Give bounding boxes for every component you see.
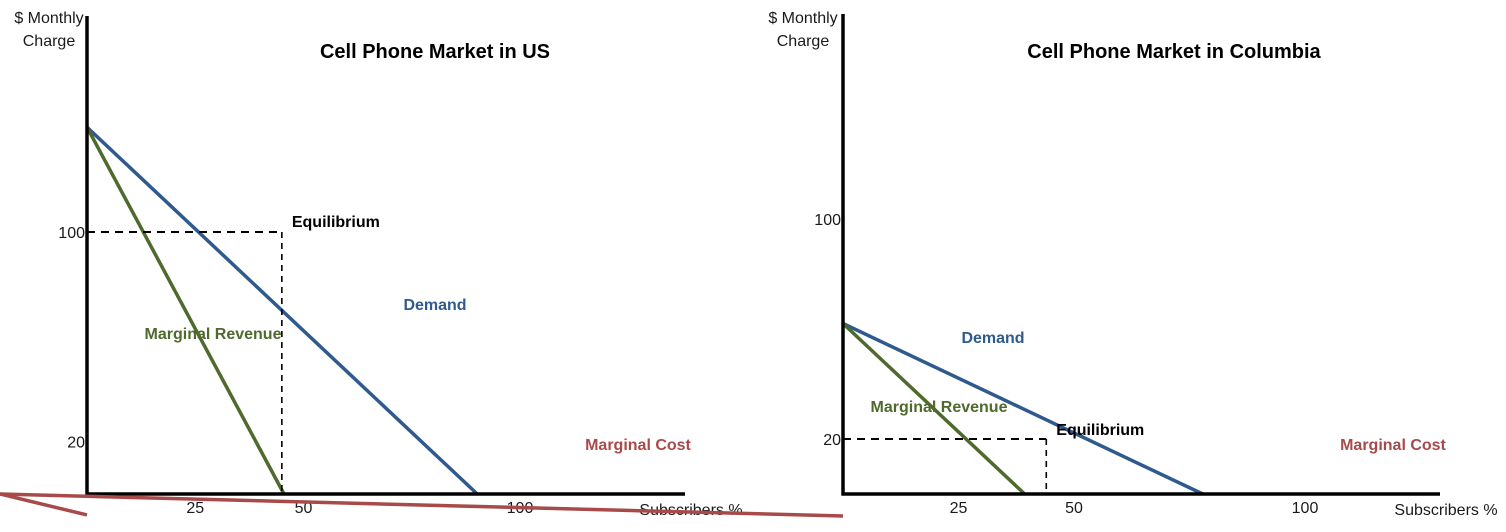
chart-2-title: Cell Phone Market in Columbia (1027, 41, 1321, 63)
chart-2-x-tick-100: 100 (1292, 500, 1319, 517)
chart-2-marginal-cost-line (0, 492, 844, 518)
chart-1-x-tick-25: 25 (186, 500, 204, 517)
chart-2-demand-label: Demand (961, 330, 1024, 347)
chart-2-y-tick-100: 100 (814, 212, 841, 229)
chart-2-equilibrium-label: Equilibrium (1056, 422, 1144, 439)
chart-2-demand-line (842, 321, 1204, 496)
chart-1-demand-label: Demand (403, 297, 466, 314)
chart-1-y-tick-100: 100 (58, 225, 85, 242)
chart-1-x-tick-50: 50 (295, 500, 313, 517)
chart-2-x-tick-50: 50 (1065, 500, 1083, 517)
chart-1-marginal-cost-line (0, 492, 88, 517)
chart-1-title: Cell Phone Market in US (320, 41, 550, 63)
chart-2-y-axis-label-line-2: Charge (777, 33, 830, 50)
chart-2-marginal-cost-label: Marginal Cost (1340, 437, 1446, 454)
chart-2-y-tick-20: 20 (823, 432, 841, 449)
chart-2-marginal-revenue-line (841, 322, 1026, 496)
chart-2-y-axis-label-line-1: $ Monthly (768, 10, 837, 27)
chart-1-y-tick-20: 20 (67, 435, 85, 452)
chart-1-y-axis-label-line-1: $ Monthly (14, 10, 83, 27)
chart-2-marginal-revenue-label: Marginal Revenue (871, 399, 1008, 416)
chart-2-x-axis-label: Subscribers % (1394, 502, 1497, 519)
chart-2-x-tick-25: 25 (950, 500, 968, 517)
chart-1-marginal-revenue-line (85, 126, 286, 495)
chart-1-marginal-revenue-label: Marginal Revenue (145, 326, 282, 343)
chart-1-marginal-cost-label: Marginal Cost (585, 437, 691, 454)
chart-1-y-axis-label-line-2: Charge (23, 33, 76, 50)
chart-1-equilibrium-label: Equilibrium (292, 214, 380, 231)
